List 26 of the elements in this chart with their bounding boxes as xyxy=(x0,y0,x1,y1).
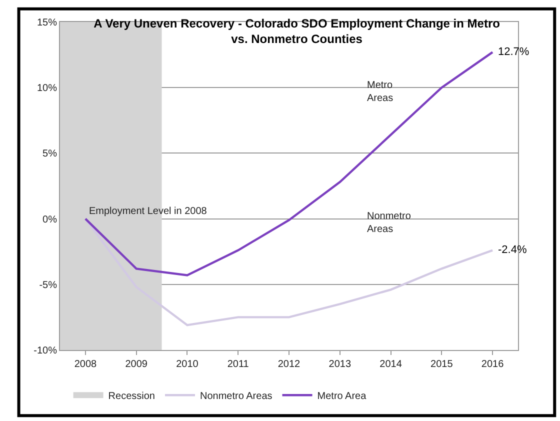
x-tick-label: 2013 xyxy=(328,359,352,370)
legend-label: Recession xyxy=(108,391,156,402)
x-tick-label: 2011 xyxy=(227,359,250,370)
data-label: 12.7% xyxy=(498,46,530,58)
x-tick-label: 2015 xyxy=(430,359,454,370)
x-tick-label: 2009 xyxy=(125,359,148,370)
x-tick-label: 2016 xyxy=(481,359,504,370)
y-tick-label: 15% xyxy=(36,18,58,28)
x-tick-label: 2010 xyxy=(176,359,199,370)
y-tick-label: 0% xyxy=(42,214,58,226)
data-label: -2.4% xyxy=(498,244,527,256)
line-series xyxy=(84,51,494,276)
legend-label: Nonmetro Areas xyxy=(200,391,272,402)
annotation: Nonmetro Areas xyxy=(367,211,412,235)
y-tick-label: 5% xyxy=(42,148,58,160)
legend-label: Metro Area xyxy=(317,391,367,402)
chart-title: A Very Uneven Recovery - Colorado SDO Employment Change in Metro vs. Nonmetro Counties xyxy=(94,16,500,46)
y-tick-label: -10% xyxy=(34,346,58,356)
annotation: Employment Level in 2008 xyxy=(89,206,208,217)
line-series xyxy=(84,218,494,326)
x-tick-label: 2012 xyxy=(278,359,301,370)
y-tick-label: 10% xyxy=(36,83,58,94)
annotation: Metro Areas xyxy=(367,80,394,104)
y-tick-label: -5% xyxy=(39,280,58,291)
x-tick-label: 2008 xyxy=(74,359,97,370)
x-tick-label: 2014 xyxy=(380,359,402,370)
